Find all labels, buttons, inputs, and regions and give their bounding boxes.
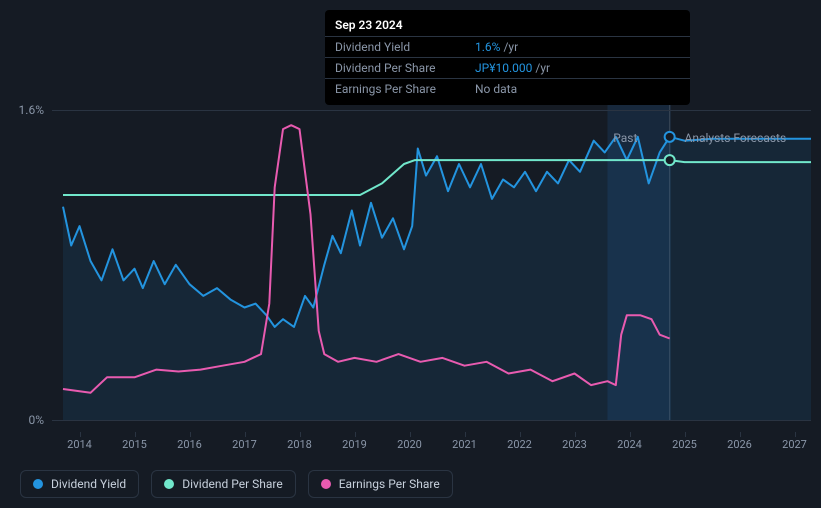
tooltip-label: Dividend Per Share xyxy=(335,61,475,75)
legend-label: Dividend Yield xyxy=(51,477,126,491)
chart-area: 0%1.6% Past Analysts Forecasts 201420152… xyxy=(0,100,821,460)
legend-item-dividend-per-share[interactable]: Dividend Per Share xyxy=(151,470,296,498)
x-axis: 2014 2015 2016 2017 2018 2019 2020 2021 2022 2023… xyxy=(52,432,811,460)
tooltip-nodata: No data xyxy=(475,82,517,96)
tooltip-unit: /yr xyxy=(503,40,518,54)
x-tick xyxy=(355,432,356,437)
x-tick xyxy=(520,432,521,437)
chart-tooltip: Sep 23 2024 Dividend Yield1.6% /yrDivide… xyxy=(325,10,690,105)
x-tick xyxy=(630,432,631,437)
x-tick-label: 2014 xyxy=(67,438,92,451)
x-tick-label: 2023 xyxy=(562,438,587,451)
gridline xyxy=(52,420,811,421)
x-tick-label: 2020 xyxy=(397,438,422,451)
legend-dot-icon xyxy=(33,479,43,489)
tooltip-unit: /yr xyxy=(535,61,550,75)
tooltip-row: Dividend Yield1.6% /yr xyxy=(325,36,690,57)
plot-region[interactable]: Past Analysts Forecasts xyxy=(52,100,811,420)
tooltip-label: Earnings Per Share xyxy=(335,82,475,96)
x-tick xyxy=(465,432,466,437)
x-tick-label: 2018 xyxy=(287,438,312,451)
tooltip-row: Earnings Per ShareNo data xyxy=(325,78,690,99)
x-tick-label: 2025 xyxy=(672,438,697,451)
tooltip-value: JP¥10.000 xyxy=(475,61,532,75)
x-tick xyxy=(245,432,246,437)
gridline xyxy=(52,110,811,111)
y-tick-label: 0% xyxy=(28,413,44,427)
legend-dot-icon xyxy=(164,479,174,489)
x-tick-label: 2017 xyxy=(232,438,257,451)
x-tick-label: 2016 xyxy=(177,438,202,451)
legend-dot-icon xyxy=(321,479,331,489)
x-tick xyxy=(685,432,686,437)
x-tick xyxy=(135,432,136,437)
x-tick-label: 2024 xyxy=(617,438,642,451)
x-tick xyxy=(190,432,191,437)
legend: Dividend Yield Dividend Per Share Earnings… xyxy=(20,470,453,498)
y-tick-label: 1.6% xyxy=(19,103,44,117)
x-tick xyxy=(410,432,411,437)
legend-label: Earnings Per Share xyxy=(339,477,440,491)
tooltip-label: Dividend Yield xyxy=(335,40,475,54)
x-tick xyxy=(575,432,576,437)
y-axis: 0%1.6% xyxy=(0,100,52,420)
x-tick xyxy=(80,432,81,437)
legend-label: Dividend Per Share xyxy=(182,477,283,491)
chart-svg xyxy=(52,100,811,420)
legend-item-earnings-per-share[interactable]: Earnings Per Share xyxy=(308,470,453,498)
x-tick xyxy=(300,432,301,437)
x-tick xyxy=(740,432,741,437)
x-tick-label: 2027 xyxy=(782,438,807,451)
x-tick-label: 2019 xyxy=(342,438,367,451)
x-tick xyxy=(795,432,796,437)
tooltip-row: Dividend Per ShareJP¥10.000 /yr xyxy=(325,57,690,78)
x-tick-label: 2026 xyxy=(727,438,752,451)
tooltip-value: 1.6% xyxy=(475,40,500,54)
tooltip-date: Sep 23 2024 xyxy=(325,16,690,36)
legend-item-dividend-yield[interactable]: Dividend Yield xyxy=(20,470,139,498)
x-tick-label: 2015 xyxy=(122,438,147,451)
x-tick-label: 2022 xyxy=(507,438,532,451)
x-tick-label: 2021 xyxy=(452,438,477,451)
